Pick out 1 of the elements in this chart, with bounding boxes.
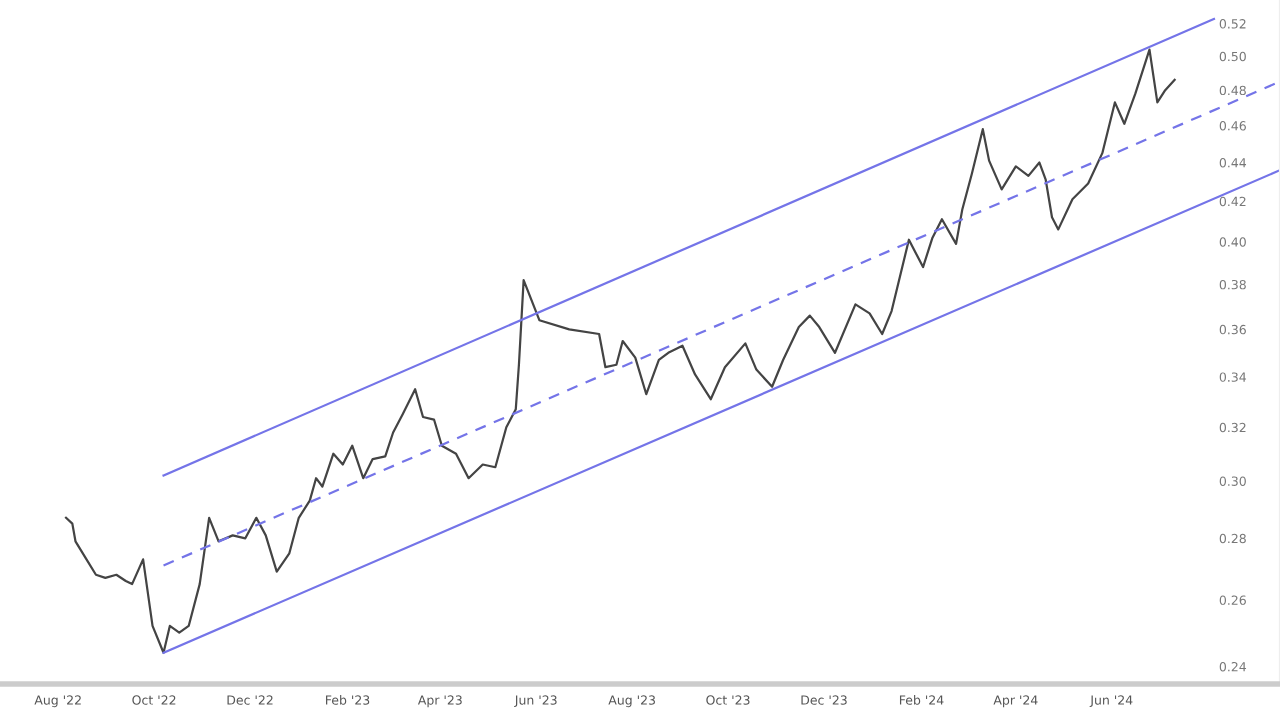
line-series <box>64 48 1176 654</box>
